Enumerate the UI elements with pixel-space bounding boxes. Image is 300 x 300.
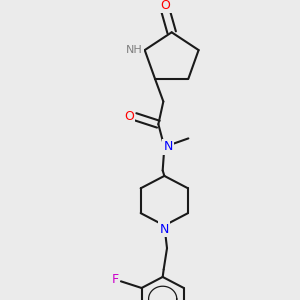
Text: O: O — [124, 110, 134, 123]
Text: NH: NH — [126, 45, 143, 55]
Text: F: F — [111, 273, 118, 286]
Text: N: N — [160, 223, 169, 236]
Text: N: N — [164, 140, 173, 153]
Text: O: O — [161, 0, 171, 12]
